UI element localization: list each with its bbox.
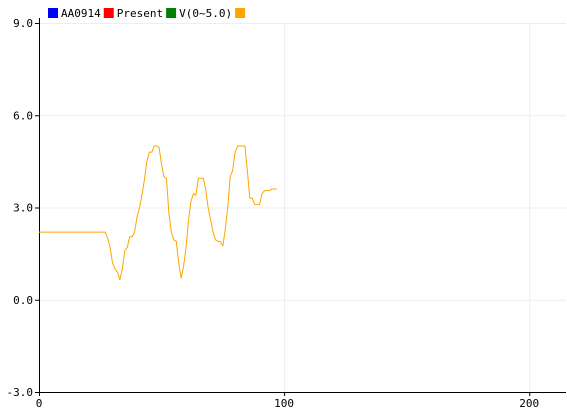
series-line	[39, 145, 277, 281]
legend-label: V(0~5.0)	[179, 7, 232, 20]
legend-swatch	[103, 8, 114, 18]
legend-label: AA0914	[61, 7, 101, 20]
y-tick-label: 3.0	[13, 202, 33, 215]
legend-swatch	[166, 8, 177, 18]
axis-ticks: -3.0 0.0 3.0 6.0 9.0 0 100 200	[7, 17, 540, 410]
legend: AA0914 Present V(0~5.0)	[48, 7, 246, 20]
series-layer	[39, 145, 277, 281]
y-tick-label: 9.0	[13, 17, 33, 30]
x-tick-label: 0	[36, 397, 43, 410]
axes	[39, 18, 566, 393]
x-tick-label: 200	[519, 397, 539, 410]
legend-swatch	[235, 8, 246, 18]
y-tick-label: 6.0	[13, 109, 33, 122]
y-tick-label: -3.0	[7, 386, 34, 399]
gridlines	[39, 23, 566, 392]
y-tick-label: 0.0	[13, 294, 33, 307]
legend-label: Present	[117, 7, 163, 20]
legend-swatch	[48, 8, 58, 18]
x-tick-label: 100	[274, 397, 294, 410]
